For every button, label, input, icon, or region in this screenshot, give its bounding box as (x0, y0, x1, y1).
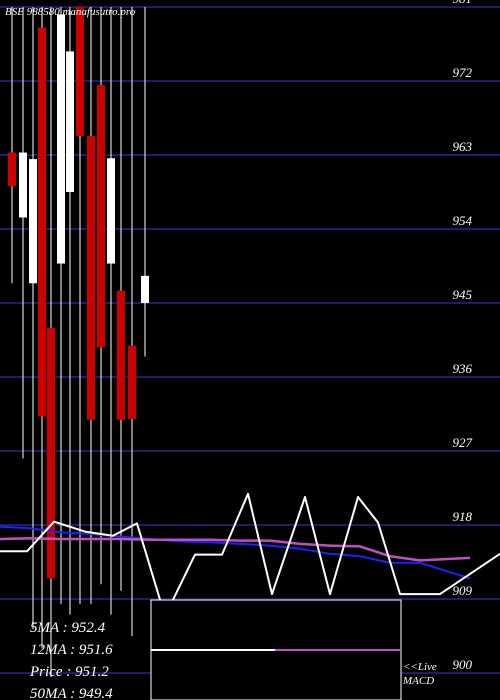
stat-price: Price : 951.2 (29, 664, 109, 680)
candle-body (141, 275, 149, 303)
candle (19, 7, 27, 459)
y-tick-label: 963 (453, 139, 473, 154)
candle-body (128, 345, 136, 419)
candle (8, 7, 16, 284)
candle (107, 7, 115, 615)
macd-label: MACD (402, 675, 434, 687)
candle (87, 7, 95, 604)
indicator-lines (0, 492, 500, 618)
y-tick-label: 909 (453, 583, 473, 598)
candle-body (38, 27, 46, 417)
candle-body (19, 152, 27, 218)
series-line-macd (0, 492, 500, 618)
stat-12ma: 12MA : 951.6 (30, 642, 113, 658)
y-tick-label: 918 (453, 509, 473, 524)
candlesticks (8, 7, 149, 678)
candle (66, 7, 74, 615)
candle (38, 7, 46, 649)
y-tick-label: 981 (453, 0, 473, 6)
candle-body (87, 136, 95, 420)
y-axis-tick-labels: 981 972 963 954 945 936 927 918 909 900 (453, 0, 473, 672)
candle (97, 7, 105, 585)
candle-body (29, 159, 37, 284)
y-tick-label: 900 (453, 657, 473, 672)
candle-body (76, 7, 84, 137)
stat-5ma: 5MA : 952.4 (30, 620, 106, 636)
y-tick-label: 945 (453, 287, 473, 302)
y-tick-label: 954 (453, 213, 473, 228)
candle (117, 7, 125, 591)
chart-title: BSE 988580 manafusutro.pro (5, 6, 136, 18)
series-line-12ma (0, 536, 471, 562)
candle (128, 7, 136, 636)
candle-body (66, 51, 74, 193)
y-tick-label: 972 (453, 65, 473, 80)
y-tick-label: 936 (453, 361, 473, 376)
candle (29, 7, 37, 630)
series-line-5ma (0, 525, 471, 580)
stat-50ma: 50MA : 949.4 (30, 686, 113, 700)
candle-body (117, 290, 125, 420)
candle (57, 7, 65, 604)
live-label: <<Live (403, 661, 437, 673)
candle-body (8, 152, 16, 187)
y-tick-label: 927 (453, 435, 473, 450)
grid-lines (0, 6, 500, 674)
candle-body (57, 14, 65, 264)
candle-body (47, 327, 55, 579)
candle (47, 7, 55, 678)
candle (76, 7, 84, 604)
candle-body (107, 158, 115, 264)
candle (141, 7, 149, 357)
candle-body (97, 85, 105, 348)
